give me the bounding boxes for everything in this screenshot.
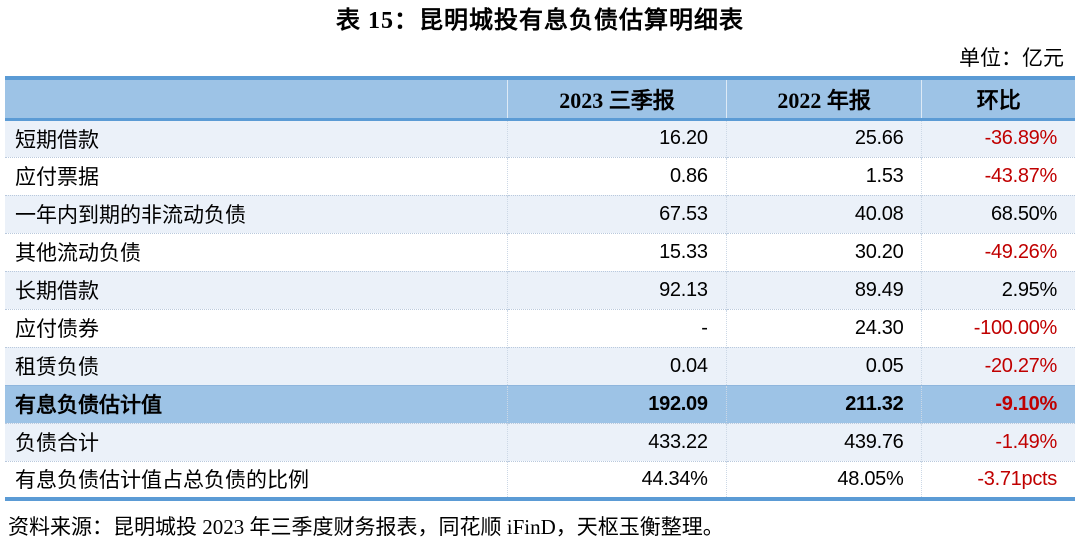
table-header: 2023 三季报 2022 年报 环比 (5, 78, 1075, 121)
col-header-2022fy: 2022 年报 (725, 78, 922, 121)
row-label: 应付票据 (5, 156, 508, 195)
table-row: 应付票据 0.86 1.53 -43.87% (5, 156, 1075, 195)
table-row: 应付债券 -24.30 -100.00% (5, 308, 1075, 347)
row-label: 短期借款 (15, 127, 99, 152)
value-2022: 439.76 (725, 422, 922, 461)
value-2023: 0.86 (507, 156, 727, 195)
header-row: 2023 三季报 2022 年报 环比 (5, 78, 1075, 121)
value-2022: 40.08 (725, 194, 922, 233)
table-row: 其他流动负债 15.33 30.20 -49.26% (5, 232, 1075, 271)
table-row: 租赁负债 0.04 0.05 -20.27% (5, 346, 1075, 385)
table-row: 一年内到期的非流动负债 67.53 40.08 68.50% (5, 194, 1075, 233)
change-value: -3.71pcts (921, 460, 1075, 499)
value-2023: 0.04 (507, 346, 727, 385)
value-2022: 48.05% (725, 460, 922, 499)
value-2022: 1.53 (725, 156, 922, 195)
table-row: 负债合计 433.22 439.76 -1.49% (5, 422, 1075, 461)
row-label: 一年内到期的非流动负债 (5, 194, 508, 233)
value-2023: 44.34% (507, 460, 727, 499)
value-2022: 25.66 (725, 119, 922, 157)
change-value: -20.27% (921, 346, 1075, 385)
value-2023: 67.53 (507, 194, 727, 233)
row-label: 有息负债估计值占总负债的比例 (5, 460, 508, 499)
value-2023: 92.13 (507, 270, 727, 309)
value-2022: 0.05 (725, 346, 922, 385)
table-body: 短期借款 16.20 25.66 -36.89% 应付票据 0.86 1.53 -43.87%… (5, 119, 1075, 499)
debt-table: 2023 三季报 2022 年报 环比 短期借款 16.20 25.66 -36.89… (5, 76, 1075, 501)
table-title: 表 15：昆明城投有息负债估算明细表 (336, 8, 744, 34)
value-2023: 192.09 (507, 384, 727, 423)
row-label: 负债合计 (5, 422, 508, 461)
col-header-item (5, 78, 508, 121)
table-row: 短期借款 16.20 25.66 -36.89% (5, 119, 1075, 157)
row-label: 租赁负债 (5, 346, 508, 385)
value-2023: 16.20 (507, 119, 727, 157)
change-value: -43.87% (921, 156, 1075, 195)
value-2023: - (507, 308, 727, 347)
value-2023: 15.33 (507, 232, 727, 271)
change-value: -9.10% (921, 384, 1075, 423)
value-2022: 89.49 (725, 270, 922, 309)
row-label: 其他流动负债 (5, 232, 508, 271)
value-2023: 433.22 (507, 422, 727, 461)
change-value: 2.95% (921, 270, 1075, 309)
change-value: -49.26% (921, 232, 1075, 271)
col-header-2023q3: 2023 三季报 (507, 78, 727, 121)
table-row: 有息负债估计值 192.09 211.32 -9.10% (5, 384, 1075, 423)
value-2022: 24.30 (725, 308, 922, 347)
row-label: 有息负债估计值 (5, 384, 508, 423)
source-note: 资料来源：昆明城投 2023 年三季度财务报表，同花顺 iFinD，天枢玉衡整理… (8, 515, 724, 539)
change-value: -1.49% (921, 422, 1075, 461)
table-row: 有息负债估计值占总负债的比例 44.34% 48.05% -3.71pcts (5, 460, 1075, 499)
change-value: -36.89% (921, 119, 1075, 157)
change-value: -100.00% (921, 308, 1075, 347)
change-value: 68.50% (921, 194, 1075, 233)
table-row: 长期借款 92.13 89.49 2.95% (5, 270, 1075, 309)
value-2022: 211.32 (725, 384, 922, 423)
row-label: 应付债券 (5, 308, 508, 347)
col-header-change: 环比 (921, 78, 1075, 121)
unit-note: 单位：亿元 (959, 46, 1064, 70)
value-2022: 30.20 (725, 232, 922, 271)
row-label: 长期借款 (5, 270, 508, 309)
